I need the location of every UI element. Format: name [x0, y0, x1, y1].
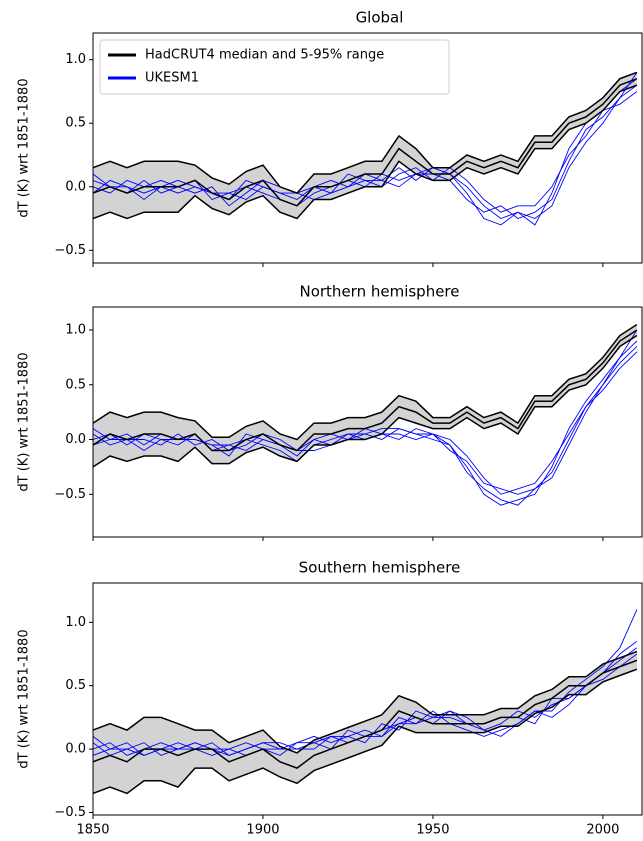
range-line — [93, 323, 638, 441]
legend-box — [99, 39, 450, 95]
ensemble-line — [93, 91, 638, 213]
panel-title: Southern hemisphere — [299, 559, 461, 577]
y-axis-label: dT (K) wrt 1851-1880 — [17, 78, 32, 217]
x-tick-label: 1900 — [246, 823, 279, 838]
y-tick-label: 1.0 — [65, 52, 86, 67]
range-band — [93, 651, 637, 794]
median-line — [93, 659, 638, 769]
range-line — [93, 84, 638, 220]
plot-area — [93, 609, 638, 795]
range-line — [93, 668, 638, 795]
y-tick-label: 0.0 — [65, 432, 86, 447]
y-tick-label: 0.0 — [65, 742, 86, 757]
x-tick-label: 1950 — [416, 823, 449, 838]
plot-area — [93, 71, 638, 226]
range-line — [93, 71, 638, 194]
legend-label: HadCRUT4 median and 5-95% range — [145, 48, 384, 63]
range-band — [93, 72, 637, 219]
median-line — [93, 77, 638, 207]
y-tick-label: −0.5 — [54, 243, 86, 258]
y-tick-label: 1.0 — [65, 323, 86, 338]
axes-frame — [92, 306, 643, 538]
axes-frame — [92, 32, 643, 264]
y-tick-label: 0.5 — [65, 678, 86, 693]
panel-title: Northern hemisphere — [299, 283, 459, 301]
range-line — [93, 334, 638, 468]
y-tick-label: 0.5 — [65, 116, 86, 131]
panel-title: Global — [356, 9, 404, 27]
ensemble-line — [93, 653, 638, 756]
x-tick-label: 2000 — [586, 823, 619, 838]
y-axis-label: dT (K) wrt 1851-1880 — [17, 629, 32, 768]
legend-label: UKESM1 — [145, 71, 199, 86]
y-axis-label: dT (K) wrt 1851-1880 — [17, 352, 32, 491]
y-tick-label: 0.5 — [65, 377, 86, 392]
median-line — [93, 329, 638, 452]
y-tick-label: 1.0 — [65, 615, 86, 630]
ensemble-line — [93, 609, 638, 756]
axes-frame — [92, 582, 643, 816]
range-line — [93, 650, 638, 754]
y-tick-label: −0.5 — [54, 487, 86, 502]
range-band — [93, 324, 637, 467]
y-tick-label: 0.0 — [65, 179, 86, 194]
y-tick-label: −0.5 — [54, 805, 86, 820]
plot-area — [93, 323, 638, 506]
x-tick-label: 1850 — [76, 823, 109, 838]
